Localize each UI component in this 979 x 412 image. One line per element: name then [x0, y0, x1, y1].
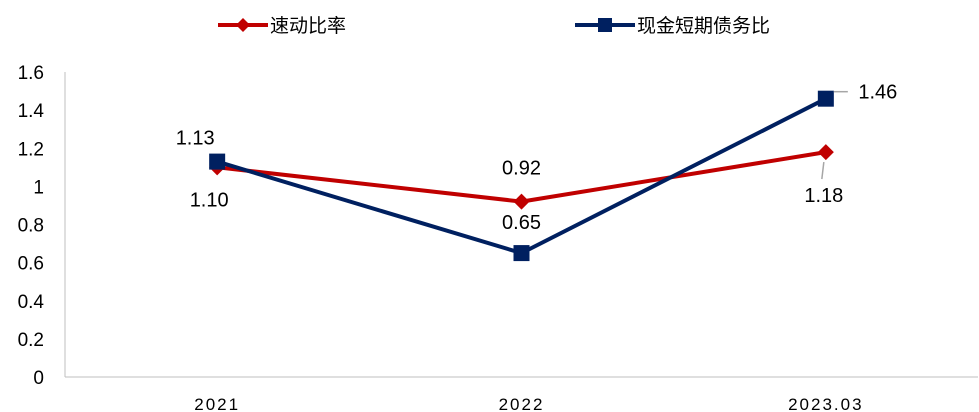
data-label: 0.92 [502, 158, 541, 180]
data-labels: 1.10 0.92 1.18 1.13 0.65 1.46 [176, 82, 898, 234]
y-tick-label: 0.4 [18, 292, 45, 313]
data-label: 1.18 [804, 185, 843, 207]
diamond-marker [513, 193, 530, 210]
legend: 速动比率 现金短期债务比 [218, 15, 770, 37]
x-tick-label: 2022 [499, 395, 545, 412]
y-tick-label: 1.2 [18, 139, 44, 160]
x-tick-label: 2021 [194, 395, 240, 412]
y-tick-label: 0.2 [18, 330, 44, 351]
legend-diamond-marker [236, 18, 250, 32]
y-tick-label: 0.8 [18, 216, 44, 237]
data-label: 1.10 [190, 189, 229, 211]
diamond-marker [817, 144, 834, 161]
series-group [209, 90, 834, 262]
x-tick-label: 2023.03 [788, 395, 863, 412]
legend-label: 速动比率 [270, 15, 346, 37]
legend-square-marker [598, 18, 612, 32]
square-marker [513, 245, 530, 262]
data-label: 1.46 [858, 82, 897, 104]
legend-label: 现金短期债务比 [637, 15, 770, 37]
y-tick-label: 1.6 [18, 63, 44, 84]
y-tick-label: 0.6 [18, 254, 44, 275]
leader-line [821, 161, 825, 180]
y-tick-label: 1 [33, 177, 44, 198]
data-label: 0.65 [502, 212, 541, 234]
square-marker [817, 90, 834, 107]
x-axis: 2021 2022 2023.03 [65, 376, 978, 412]
square-marker [209, 153, 226, 170]
data-label: 1.13 [176, 128, 215, 150]
y-tick-label: 0 [33, 368, 44, 389]
y-tick-label: 1.4 [18, 101, 45, 122]
y-axis: 0 0.2 0.4 0.6 0.8 1 1.2 1.4 1.6 [18, 63, 66, 389]
